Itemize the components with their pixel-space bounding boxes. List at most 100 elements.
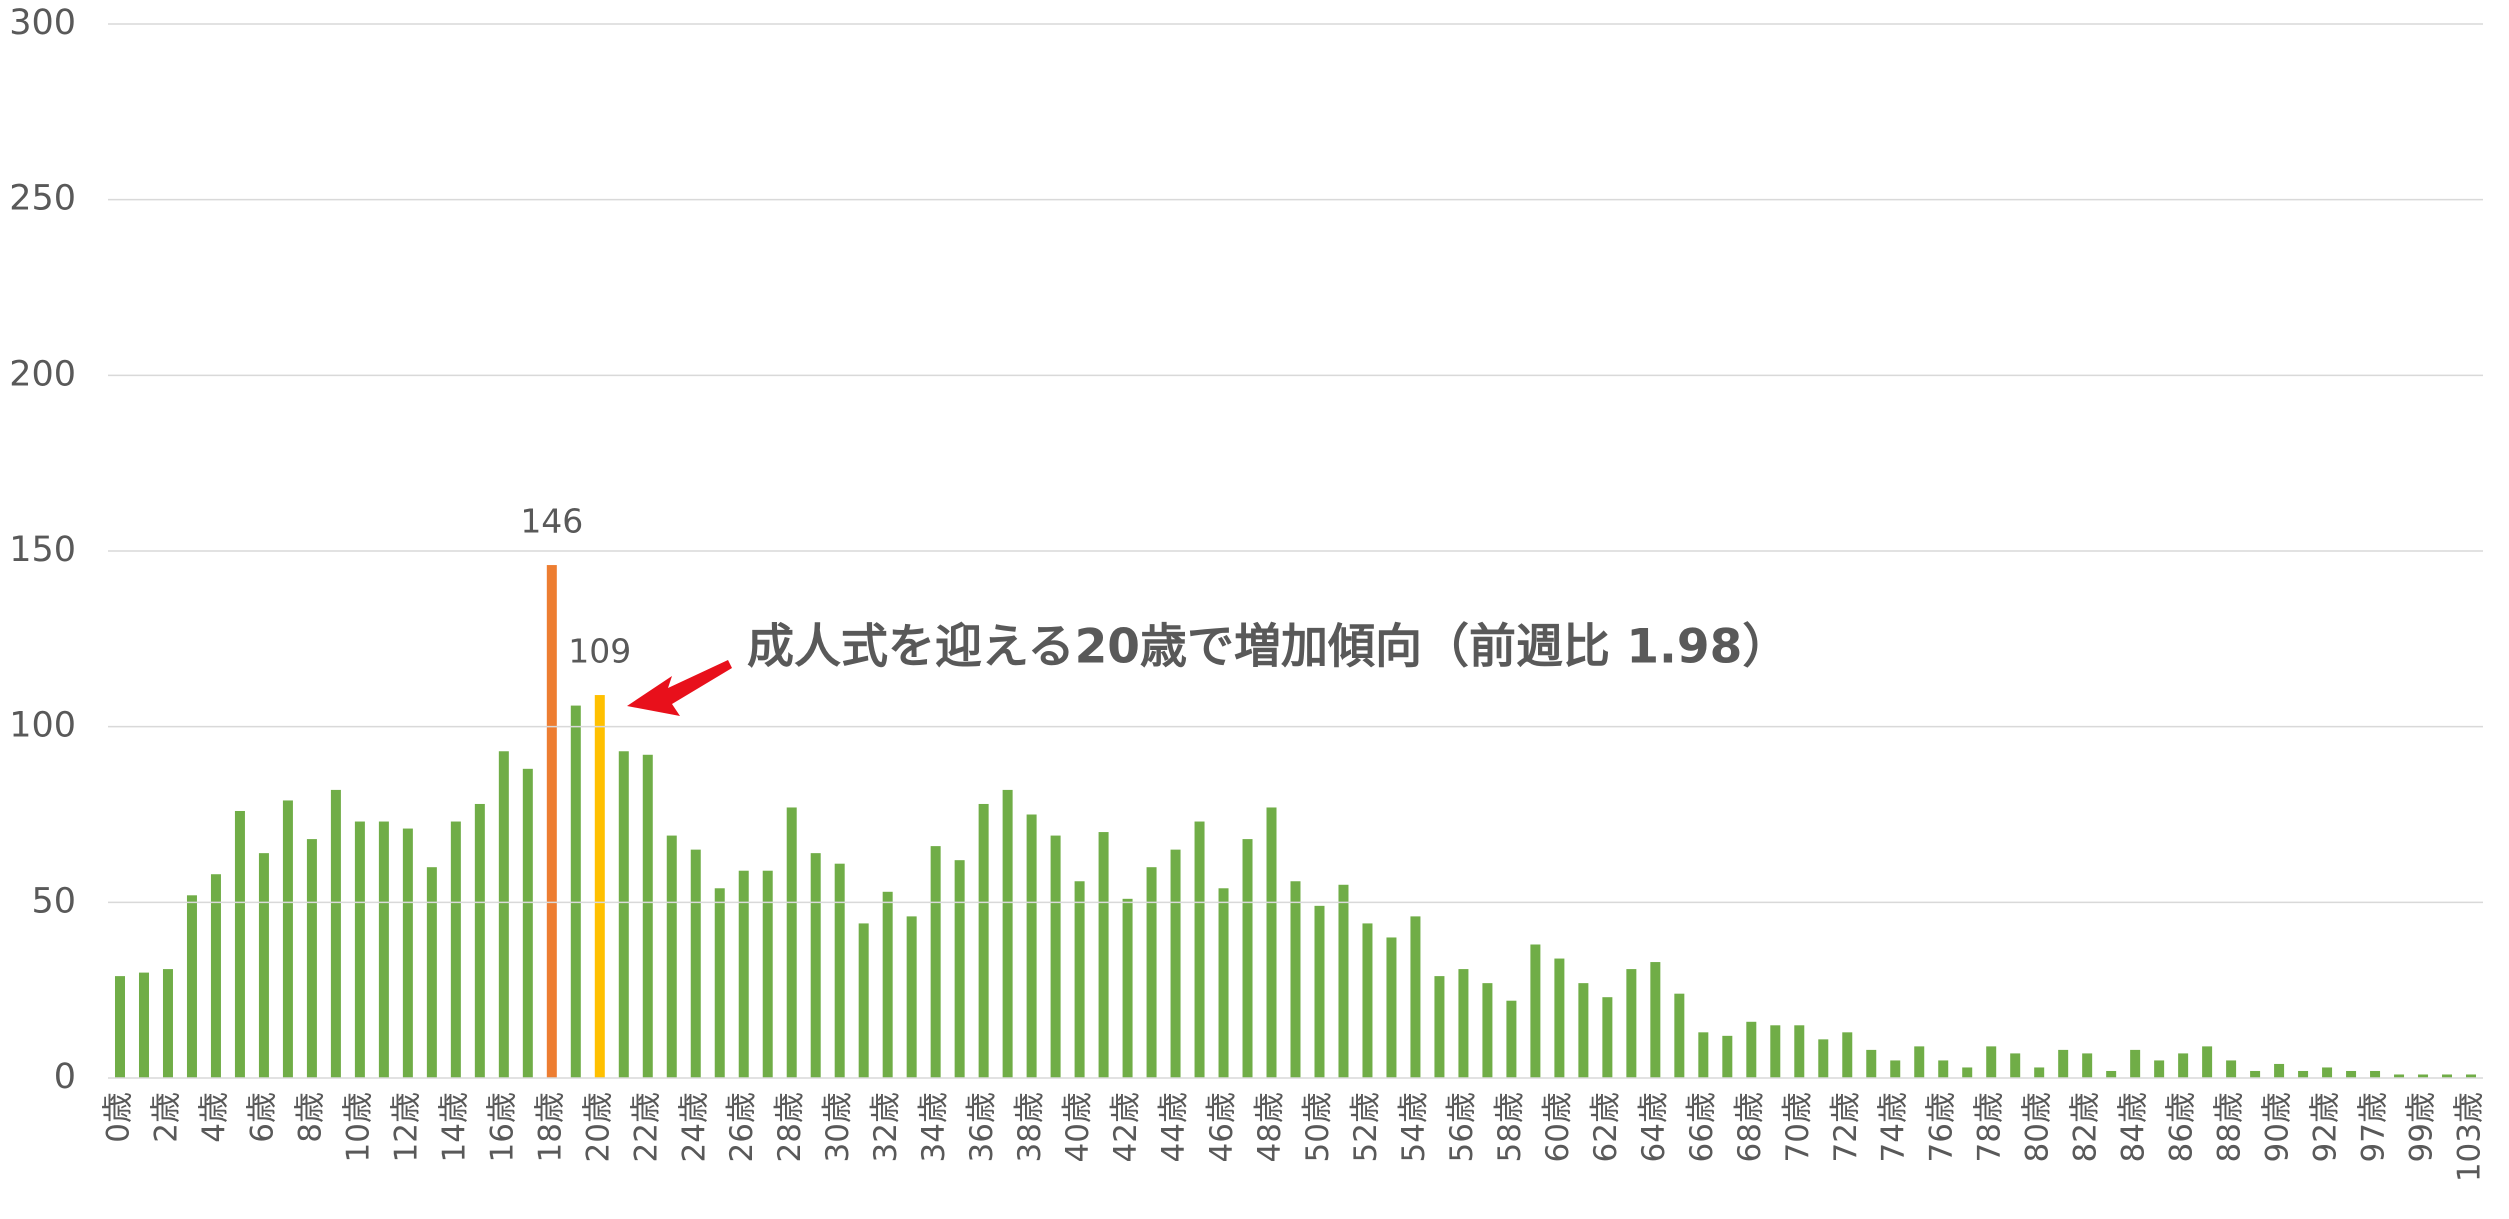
x-tick-label: 70歳	[1780, 1092, 1816, 1162]
x-tick-label: 82歳	[2068, 1092, 2104, 1162]
bar	[450, 821, 461, 1078]
x-tick-label: 8歳	[292, 1092, 328, 1143]
x-tick-label: 84歳	[2116, 1092, 2152, 1162]
bar	[1458, 969, 1469, 1078]
x-tick-label: 6歳	[244, 1092, 280, 1143]
x-tick-label: 56歳	[1444, 1092, 1480, 1162]
bar	[1962, 1067, 1973, 1078]
x-tick-label: 18歳	[532, 1092, 568, 1162]
bar	[2154, 1060, 2165, 1078]
bar	[2010, 1053, 2021, 1078]
bar	[1026, 814, 1037, 1078]
bar	[642, 754, 653, 1078]
x-tick-label: 30歳	[820, 1092, 856, 1162]
bar	[2178, 1053, 2189, 1078]
x-tick-label: 103歳	[2452, 1092, 2488, 1182]
bar	[570, 705, 581, 1078]
bar	[2370, 1070, 2381, 1078]
y-tick-label: 150	[9, 530, 76, 570]
bar	[1746, 1021, 1757, 1078]
bar	[2226, 1060, 2237, 1078]
bar	[1266, 807, 1277, 1078]
bar	[1794, 1025, 1805, 1078]
bar	[1194, 821, 1205, 1078]
x-tick-label: 22歳	[628, 1092, 664, 1162]
bar	[1146, 867, 1157, 1078]
x-tick-label: 97歳	[2356, 1092, 2392, 1162]
x-tick-label: 58歳	[1492, 1092, 1528, 1162]
bar	[834, 863, 845, 1078]
bar	[738, 870, 749, 1078]
x-tick-label: 46歳	[1204, 1092, 1240, 1162]
x-tick-label: 38歳	[1012, 1092, 1048, 1162]
y-tick-label: 0	[54, 1057, 76, 1097]
bar	[1242, 839, 1253, 1078]
x-tick-label: 86歳	[2164, 1092, 2200, 1162]
bar	[1818, 1039, 1829, 1078]
x-tick-label: 78歳	[1972, 1092, 2008, 1162]
arrow-head	[627, 660, 732, 716]
bar	[1338, 884, 1349, 1078]
bar	[810, 853, 821, 1078]
bar	[1842, 1032, 1853, 1078]
x-tick-label: 14歳	[436, 1092, 472, 1162]
bar	[954, 860, 965, 1078]
x-tick-label: 54歳	[1396, 1092, 1432, 1162]
bar	[186, 895, 197, 1078]
bar	[594, 695, 605, 1078]
bar	[1050, 835, 1061, 1078]
bar	[882, 891, 893, 1078]
x-tick-label: 88歳	[2212, 1092, 2248, 1162]
bar	[426, 867, 437, 1078]
bar	[354, 821, 365, 1078]
bar	[2346, 1070, 2357, 1078]
x-tick-label: 10歳	[340, 1092, 376, 1162]
x-tick-label: 76歳	[1924, 1092, 1960, 1162]
bar	[1002, 789, 1013, 1078]
bar	[2250, 1070, 2261, 1078]
y-tick-label: 50	[31, 881, 76, 921]
bar	[258, 853, 269, 1078]
bar	[1314, 905, 1325, 1078]
bar	[1362, 923, 1373, 1078]
y-tick-label: 300	[9, 3, 76, 43]
bar	[378, 821, 389, 1078]
x-tick-label: 12歳	[388, 1092, 424, 1162]
annotation: 成人式を迎える20歳で増加傾向（前週比 1.98）	[747, 620, 1789, 675]
bar	[546, 565, 557, 1078]
bar	[2130, 1049, 2141, 1078]
y-tick-label: 100	[9, 706, 76, 746]
bar	[2058, 1049, 2069, 1078]
y-tick-label: 200	[9, 354, 76, 394]
bar	[1626, 969, 1637, 1078]
bar	[474, 803, 485, 1078]
bar	[402, 828, 413, 1078]
bar	[498, 751, 509, 1078]
bar	[1218, 888, 1229, 1078]
x-tick-label: 44歳	[1156, 1092, 1192, 1162]
bar	[210, 874, 221, 1078]
bar	[1770, 1025, 1781, 1078]
arrow	[627, 660, 732, 716]
bar	[1602, 997, 1613, 1078]
bar	[762, 870, 773, 1078]
bar	[234, 810, 245, 1078]
x-tick-label: 34歳	[916, 1092, 952, 1162]
bar	[1530, 944, 1541, 1078]
bar	[1170, 849, 1181, 1078]
bar	[858, 923, 869, 1078]
x-tick-label: 36歳	[964, 1092, 1000, 1162]
bar	[2298, 1070, 2309, 1078]
bar	[2274, 1063, 2285, 1078]
x-tick-label: 66歳	[1684, 1092, 1720, 1162]
bar	[2082, 1053, 2093, 1078]
bar	[522, 768, 533, 1078]
x-tick-label: 72歳	[1828, 1092, 1864, 1162]
bar	[714, 888, 725, 1078]
x-tick-label: 60歳	[1540, 1092, 1576, 1162]
value-label: 146	[520, 502, 583, 541]
bar	[330, 789, 341, 1078]
x-tick-label: 32歳	[868, 1092, 904, 1162]
bar	[618, 751, 629, 1078]
bar	[1914, 1046, 1925, 1078]
